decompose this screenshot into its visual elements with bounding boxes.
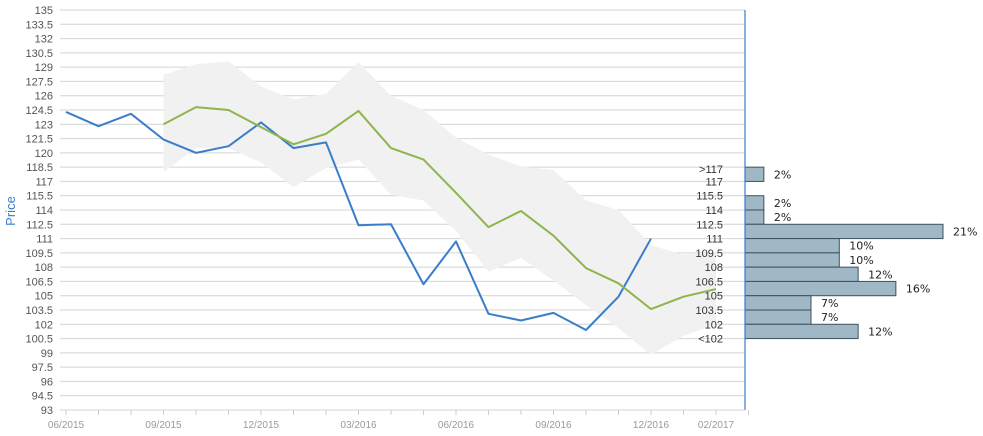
grid-lines [60, 9, 745, 411]
x-tick-label: 03/2016 [340, 420, 377, 431]
distribution-pct-label: 21% [953, 225, 977, 238]
x-tick-label: 12/2015 [243, 420, 280, 431]
x-tick-label: 06/2015 [48, 420, 85, 431]
bin-label: 111 [706, 234, 723, 246]
distribution-pct-label: 10% [849, 240, 873, 253]
distribution-bar [744, 280, 897, 297]
bin-label: 108 [705, 262, 723, 274]
y-tick-label: 120 [35, 148, 53, 160]
distribution-pct-label: 12% [868, 268, 892, 281]
axes: 93 94.5 96 97.5 99 100.5 102 103.5 105 106.5 108 10… [25, 5, 749, 431]
distribution-pct-label: 7% [821, 297, 838, 310]
y-tick-label: 106.5 [25, 276, 53, 288]
distribution-pct-label: 10% [849, 254, 873, 267]
y-tick-label: 121.5 [25, 134, 53, 146]
y-tick-label: 103.5 [25, 305, 53, 317]
distribution-bars: 2%2%2%21%10%10%12%16%7%7%12%>117117115.5… [695, 164, 977, 345]
forecast-band-area [163, 61, 716, 355]
y-tick-label: 129 [35, 62, 53, 74]
price-series-lines [65, 106, 717, 331]
distribution-bar [744, 223, 944, 240]
y-tick-label: 109.5 [25, 248, 53, 260]
distribution-bar [744, 195, 765, 211]
x-tick-label: 09/2016 [535, 420, 572, 431]
distribution-bar [744, 238, 840, 254]
y-tick-label: 117 [35, 176, 53, 188]
bin-label: >117 [699, 164, 723, 176]
y-tick-label: 105 [35, 291, 53, 303]
distribution-bar [744, 166, 765, 182]
bin-label: 106.5 [695, 276, 723, 288]
distribution-pct-label: 16% [906, 283, 930, 296]
y-tick-label: 99 [41, 348, 53, 360]
distribution-bar [744, 295, 812, 311]
x-tick-label: 06/2016 [438, 420, 475, 431]
distribution-bar [744, 309, 812, 325]
bin-label: 109.5 [695, 248, 723, 260]
distribution-pct-label: 2% [774, 197, 791, 210]
y-tick-label: 93 [41, 405, 53, 417]
distribution-bar [744, 209, 765, 225]
y-tick-label: 127.5 [25, 76, 53, 88]
y-tick-label: 94.5 [32, 391, 53, 403]
y-tick-label: 130.5 [25, 48, 53, 60]
x-tick-label: 09/2015 [145, 420, 182, 431]
y-tick-label: 114 [35, 205, 53, 217]
series-line [163, 106, 717, 311]
y-tick-label: 132 [35, 34, 53, 46]
distribution-pct-label: 12% [868, 325, 892, 338]
bin-label: 105 [705, 291, 723, 303]
y-tick-label: 108 [35, 262, 53, 274]
bin-label: 115.5 [696, 191, 723, 203]
forecast-band [163, 61, 716, 355]
x-tick-label: 12/2016 [633, 420, 670, 431]
y-tick-label: 111 [36, 234, 53, 246]
distribution-pct-label: 7% [821, 311, 838, 324]
y-tick-label: 126 [35, 91, 53, 103]
series-line [65, 110, 652, 331]
y-tick-label: 112.5 [26, 219, 53, 231]
x-tick-label: 02/2017 [698, 420, 735, 431]
y-tick-label: 102 [35, 319, 53, 331]
y-tick-label: 96 [41, 376, 53, 388]
bin-label: 114 [705, 205, 723, 217]
bin-label: 117 [705, 176, 723, 188]
y-axis-label: Price [3, 196, 18, 226]
y-tick-label: 97.5 [32, 362, 53, 374]
bin-label: 102 [705, 319, 723, 331]
distribution-pct-label: 2% [774, 211, 791, 224]
y-tick-label: 123 [35, 119, 53, 131]
distribution-pct-label: 2% [774, 168, 791, 181]
y-tick-label: 124.5 [25, 105, 53, 117]
bin-label: 103.5 [695, 305, 723, 317]
distribution-bar [744, 252, 840, 268]
y-tick-label: 118.5 [26, 162, 53, 174]
bin-label: 112.5 [696, 219, 723, 231]
y-tick-label: 135 [35, 5, 53, 17]
distribution-bar [744, 266, 859, 282]
y-tick-label: 133.5 [25, 19, 53, 31]
distribution-bar [744, 323, 859, 340]
y-tick-label: 115.5 [26, 191, 53, 203]
bin-label: <102 [698, 334, 723, 346]
y-tick-label: 100.5 [25, 334, 53, 346]
